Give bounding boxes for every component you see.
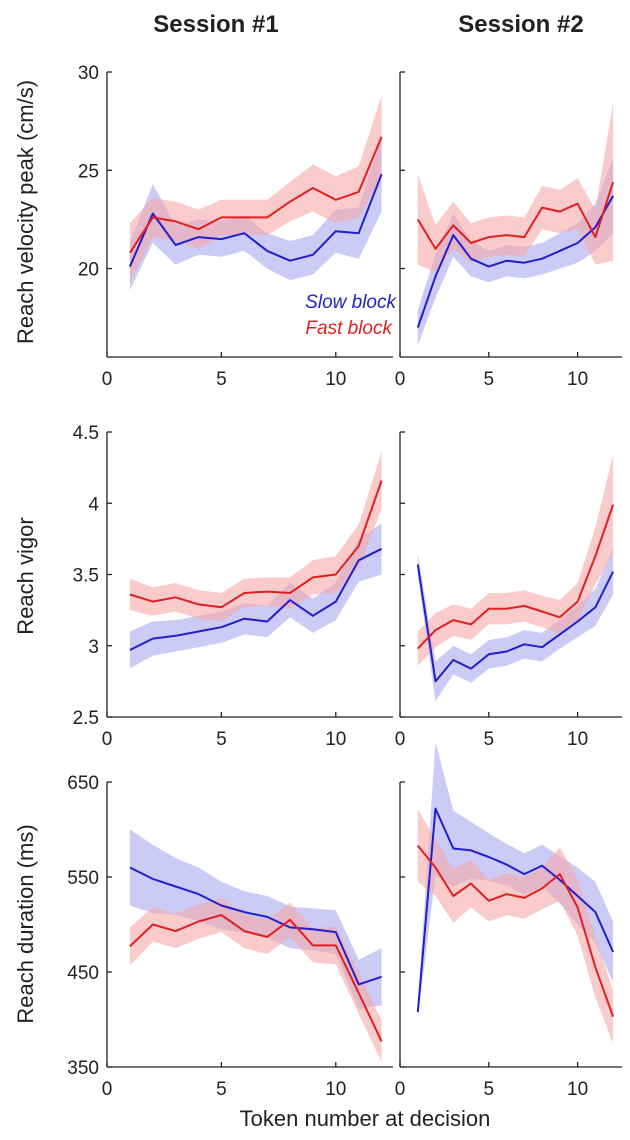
fast-series-line [417, 844, 615, 1017]
session-2-title: Session #2 [458, 11, 583, 38]
fast-series-line [129, 136, 383, 254]
x-tick-label: 0 [395, 729, 406, 750]
x-tick-label: 5 [484, 729, 495, 750]
fast-series-line [129, 914, 383, 1042]
slow-series-line [416, 195, 614, 328]
fast-band [417, 103, 614, 273]
y-tick-label: 3 [88, 637, 99, 658]
x-tick-label: 5 [484, 1079, 495, 1100]
y-tick-label: 450 [67, 963, 99, 984]
x-tick-label: 10 [325, 1079, 346, 1100]
y-tick-label: 3.5 [73, 566, 99, 587]
x-tick-label: 0 [395, 369, 406, 390]
fast-series-line [129, 480, 383, 609]
panel-2: 0 5 10 [395, 71, 622, 390]
slow-series-line [128, 173, 383, 267]
y-tick-label: 650 [67, 773, 99, 794]
x-tick-label: 0 [102, 729, 113, 750]
x-tick-label: 0 [395, 1079, 406, 1100]
x-tick-label: 10 [567, 729, 588, 750]
panel-4: 0 5 10 [395, 431, 622, 750]
fast-band [417, 809, 614, 1044]
y-tick-label: 350 [67, 1058, 99, 1079]
slow-series-line [416, 564, 614, 683]
session-1-title: Session #1 [153, 11, 278, 38]
y-tick-label: 20 [78, 260, 99, 281]
legend: Slow block Fast block [305, 292, 397, 339]
y-tick-label: 4 [88, 494, 99, 515]
legend-fast: Fast block [305, 318, 393, 339]
slow-band [129, 136, 382, 291]
fast-band [129, 897, 382, 1063]
y-axis-label: Reach velocity peak (cm/s) [13, 80, 38, 344]
y-tick-label: 4.5 [73, 423, 99, 444]
x-tick-label: 5 [216, 729, 227, 750]
fast-band [129, 451, 382, 622]
x-tick-label: 5 [216, 369, 227, 390]
x-tick-label: 5 [216, 1079, 227, 1100]
legend-slow: Slow block [305, 292, 397, 313]
slow-band [417, 548, 614, 702]
panel-6: 0 5 10 [395, 742, 622, 1100]
y-tick-label: 550 [67, 868, 99, 889]
panel-5: 350 450 550 650 0 5 10 Reach duration (ms) [13, 773, 393, 1100]
x-tick-label: 10 [325, 729, 346, 750]
x-tick-label: 10 [567, 1079, 588, 1100]
x-tick-label: 0 [102, 1079, 113, 1100]
slow-series-line [129, 547, 383, 651]
y-axis-label: Reach vigor [13, 517, 38, 634]
x-axis-label: Token number at decision [240, 1106, 491, 1131]
panel-3: 2.5 3 3.5 4 4.5 0 5 10 Reach vigor [13, 423, 393, 750]
y-tick-label: 30 [78, 63, 99, 84]
slow-series-line [129, 866, 382, 986]
panel-1: 20 25 30 0 5 10 Reach velocity peak (cm/s) [13, 63, 393, 390]
y-axis-label: Reach duration (ms) [13, 824, 38, 1023]
x-tick-label: 10 [325, 369, 346, 390]
fast-band [129, 95, 382, 283]
slow-series-line [416, 807, 615, 1012]
fast-series-line [416, 181, 615, 250]
x-tick-label: 5 [484, 369, 495, 390]
fast-series-line [417, 504, 615, 650]
y-tick-label: 2.5 [73, 708, 99, 729]
x-tick-label: 10 [567, 369, 588, 390]
y-tick-label: 25 [78, 161, 99, 182]
x-tick-label: 0 [102, 369, 113, 390]
